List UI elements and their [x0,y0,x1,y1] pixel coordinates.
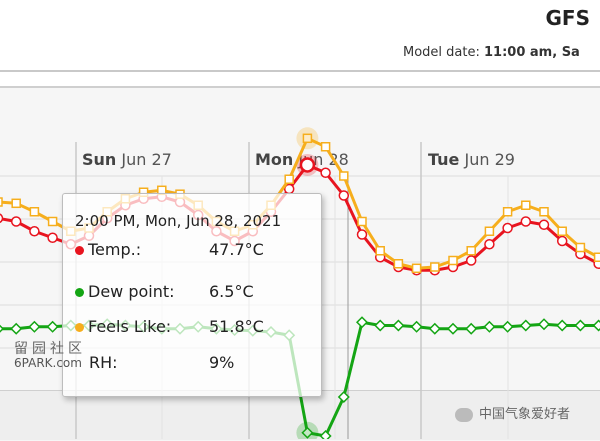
hover-halo [296,421,319,439]
dewpoint-point [556,319,569,332]
tooltip-title: 2:00 PM, Mon, Jun 28, 2021 [75,212,282,230]
dewpoint-point [0,322,5,335]
feelslike-point [593,252,600,262]
model-date-label: Model date: [403,45,480,60]
model-date-value: 11:00 am, Sa [484,45,580,60]
hover-tooltip: 2:00 PM, Mon, Jun 28, 2021 Temp.: 47.7°C… [62,193,322,397]
day-label-sun: Sun Jun 27 [82,150,172,169]
tooltip-value: 51.8°C [209,317,264,336]
feelslike-point [320,142,331,152]
feelslike-point [284,174,294,184]
dewpoint-point [592,319,600,332]
watermark-source: 中国气象爱好者 [455,403,570,422]
feelslike-point [29,207,40,217]
temp-point [0,213,4,224]
feelslike-point [339,171,349,181]
dewpoint-point [301,426,314,439]
feelslike-point [47,216,58,227]
tooltip-value: 9% [209,353,235,372]
day-dow: Sun [82,150,117,169]
dewpoint-point [519,319,532,332]
feelslike-point [484,226,495,236]
feelslike-point [557,226,567,236]
tooltip-row-rh: RH: 9% [89,353,234,372]
day-label-tue: Tue Jun 29 [428,150,515,169]
watermark-6park: 留园社区 6PARK.com [14,342,86,370]
temp-point [47,232,58,243]
dewpoint-point [374,319,387,332]
watermark-text: 留园社区 [14,341,86,357]
model-title: GFS [545,6,590,30]
temp-point [29,226,40,237]
temp-point [538,219,550,230]
feelslike-point [539,207,549,217]
day-date: Jun 27 [121,150,172,169]
feelslike-point [521,200,531,210]
day-date: Jun 29 [464,150,515,169]
feelslike-point [375,246,385,256]
tooltip-label: Dew point: [88,282,175,301]
day-dow: Mon [255,150,294,169]
tooltip-label: Feels Like: [88,317,172,336]
dewpoint-marker-icon [75,288,84,297]
watermark-url: 6PARK.com [14,356,82,370]
feelslike-point [430,262,440,272]
tooltip-label: Temp.: [88,240,142,259]
dewpoint-point [355,316,369,329]
feelslike-point [466,246,476,256]
temp-point [10,216,22,227]
dewpoint-point [537,318,551,331]
tooltip-value: 6.5°C [209,282,254,301]
temp-point [556,235,568,247]
dewpoint-point [28,320,41,333]
tooltip-row-temp: Temp.: 47.7°C [75,240,264,259]
tooltip-row-dewpoint: Dew point: 6.5°C [75,282,254,301]
dewpoint-point [319,429,332,439]
feelslike-point [448,255,458,266]
dewpoint-point [46,320,59,333]
model-date: Model date: 11:00 am, Sa [403,45,580,60]
wechat-icon [455,407,473,422]
feelslike-point [302,133,313,144]
dewpoint-point [574,319,587,332]
temp-point [465,255,477,266]
dewpoint-point [501,320,514,333]
watermark-source-text: 中国气象爱好者 [479,407,571,422]
day-dow: Tue [428,150,460,169]
temp-point [338,190,350,201]
dewpoint-point [483,320,496,333]
temp-point [356,229,368,240]
temp-point [320,167,331,178]
temp-point [520,216,532,227]
dewpoint-point [428,322,441,335]
dewpoint-point [392,319,405,332]
temp-point [502,222,513,234]
feelslike-marker-icon [75,323,84,332]
hover-point [299,157,316,173]
header-divider [0,70,600,72]
tooltip-row-feelslike: Feels Like: 51.8°C [75,317,264,336]
dewpoint-point [465,322,478,335]
feelslike-point [502,207,513,217]
dewpoint-point [10,322,23,335]
temp-marker-icon [75,246,84,255]
dewpoint-point [337,390,350,404]
hover-halo [296,127,319,150]
feelslike-point [11,198,21,209]
temp-point [484,239,495,250]
feelslike-point [575,242,586,253]
feelslike-point [0,197,3,207]
feelslike-point [393,259,404,269]
feelslike-point [411,263,422,274]
dewpoint-point [410,320,423,333]
feelslike-point [357,216,367,227]
tooltip-value: 47.7°C [209,240,264,259]
tooltip-label: RH: [89,353,118,372]
dewpoint-point [446,322,460,335]
